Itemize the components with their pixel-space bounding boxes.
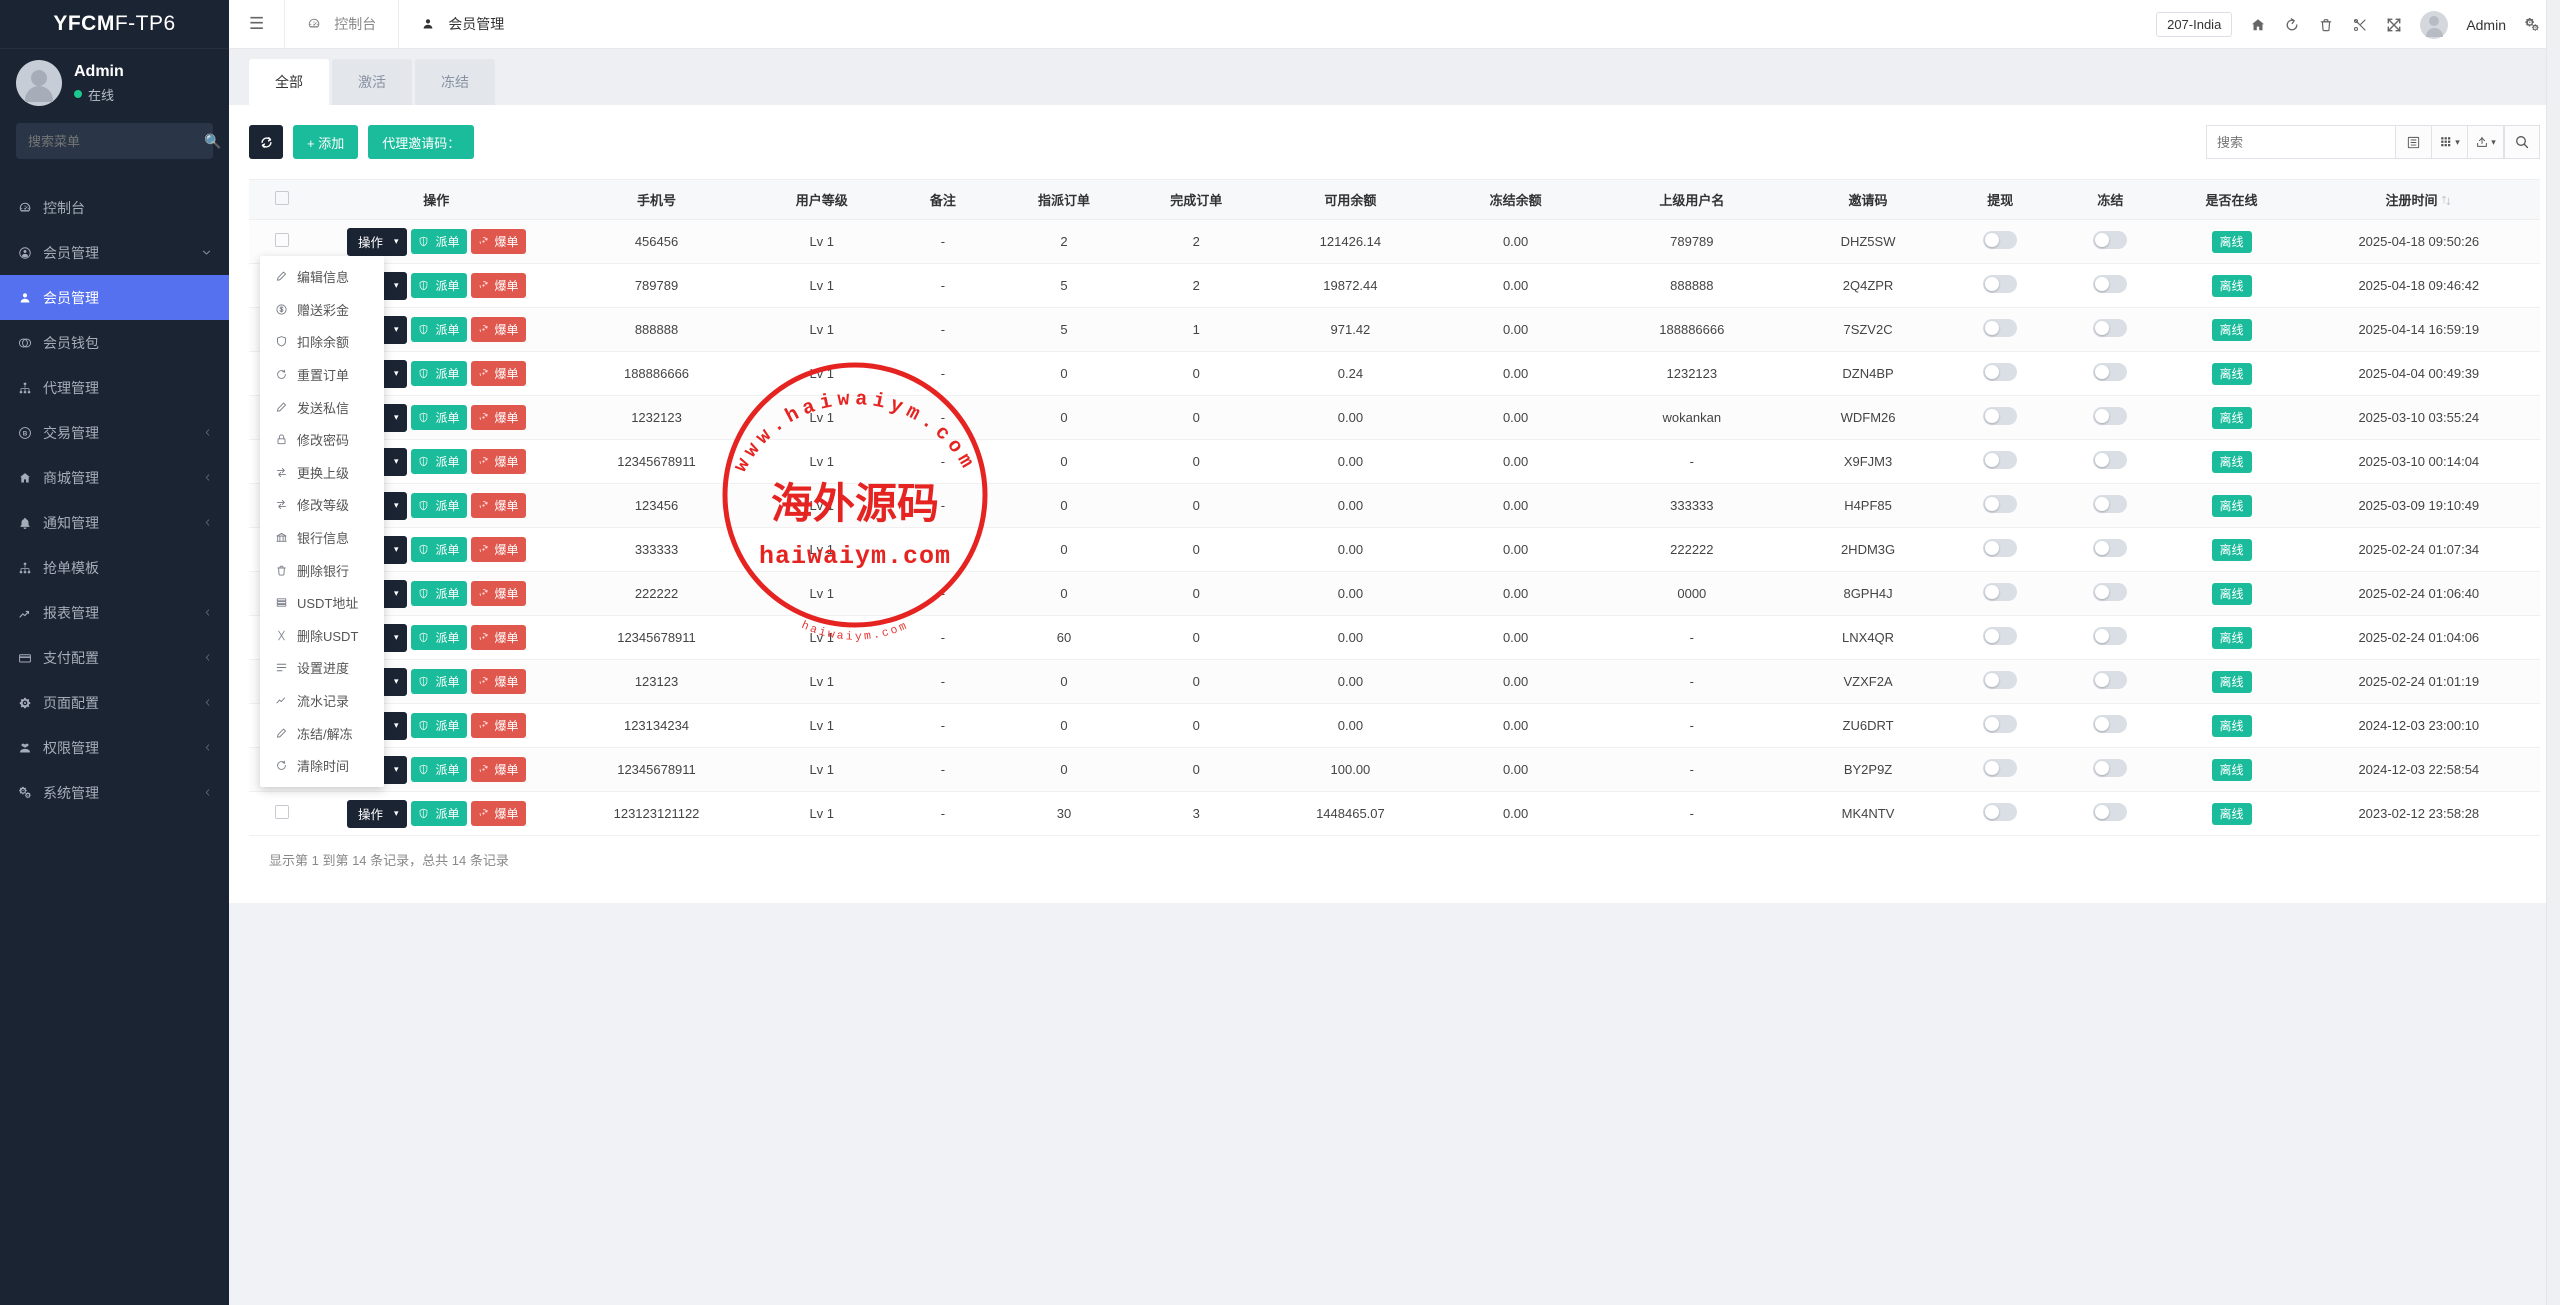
svg-text:B: B xyxy=(23,430,28,437)
